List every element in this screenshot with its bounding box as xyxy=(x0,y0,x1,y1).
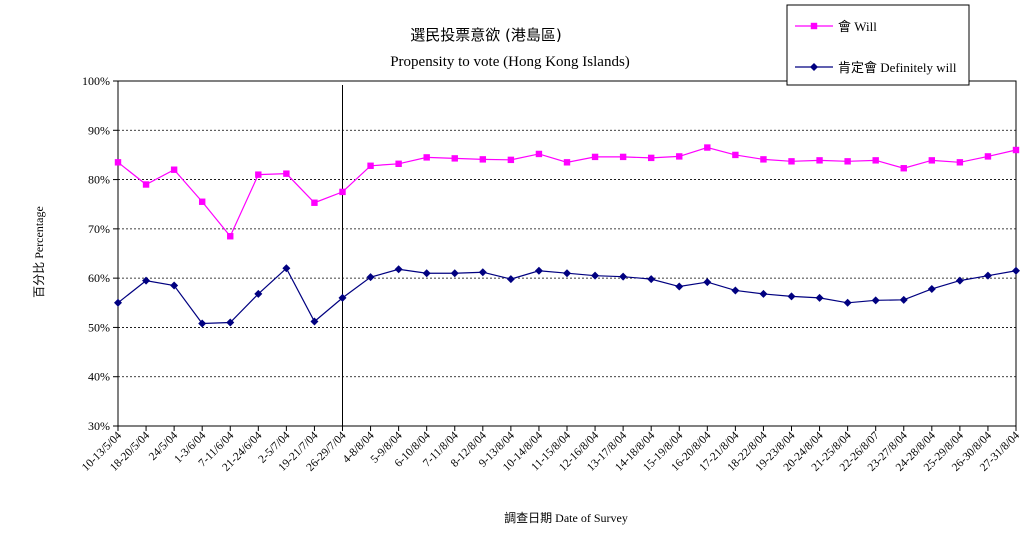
data-point xyxy=(899,295,908,304)
data-point xyxy=(170,166,178,173)
data-point xyxy=(675,282,684,291)
y-tick-label: 30% xyxy=(88,419,110,433)
data-point xyxy=(704,144,711,151)
data-point xyxy=(170,281,179,290)
data-point xyxy=(731,286,740,295)
data-point xyxy=(254,289,263,298)
data-point xyxy=(450,269,459,278)
x-axis-label: 調查日期 Date of Survey xyxy=(504,511,628,525)
data-point xyxy=(535,150,543,158)
data-point xyxy=(563,269,571,278)
data-point xyxy=(843,298,852,307)
gridlines xyxy=(118,80,1016,378)
data-point xyxy=(142,276,151,285)
legend: 會 Will 肯定會 Definitely will xyxy=(786,4,970,86)
data-point xyxy=(198,198,206,205)
data-point xyxy=(311,199,318,206)
plot-frame xyxy=(117,80,1017,427)
data-point xyxy=(114,159,122,166)
data-point xyxy=(927,284,936,293)
data-point xyxy=(422,269,431,278)
y-tick-label: 70% xyxy=(88,222,110,236)
data-point xyxy=(759,289,768,298)
chart-title: 選民投票意欲 (港島區) xyxy=(410,26,561,44)
data-point xyxy=(984,153,992,160)
data-point xyxy=(900,165,907,172)
data-point xyxy=(956,159,964,166)
y-tick-label: 100% xyxy=(82,74,110,88)
data-point xyxy=(227,233,234,240)
data-point xyxy=(788,158,795,165)
data-point xyxy=(983,271,992,280)
data-point xyxy=(871,296,880,305)
data-point xyxy=(423,154,430,161)
data-point xyxy=(872,157,879,164)
data-point xyxy=(676,153,683,160)
data-point xyxy=(816,157,823,164)
data-point xyxy=(1012,266,1020,275)
series-0 xyxy=(114,144,1020,240)
data-point xyxy=(478,268,487,277)
legend-box xyxy=(786,4,970,86)
legend-marker-1 xyxy=(810,63,818,71)
data-point xyxy=(591,271,600,280)
legend-label-1: 肯定會 Definitely will xyxy=(838,60,957,75)
data-point xyxy=(619,153,627,161)
data-point xyxy=(395,160,402,167)
data-point xyxy=(114,298,122,307)
data-point xyxy=(367,162,374,169)
data-point xyxy=(255,171,262,178)
y-axis-label: 百分比 Percentage xyxy=(32,206,46,298)
legend-marker-0 xyxy=(810,22,818,30)
data-point xyxy=(226,318,235,327)
data-point xyxy=(282,264,291,273)
data-point xyxy=(506,275,515,284)
data-point xyxy=(339,188,346,196)
y-tick-label: 40% xyxy=(88,370,110,384)
data-point xyxy=(844,158,851,165)
data-point xyxy=(142,181,150,188)
data-point xyxy=(815,293,824,302)
data-point xyxy=(507,156,515,164)
axes xyxy=(117,80,1017,427)
data-point xyxy=(534,266,543,275)
chart-subtitle: Propensity to vote (Hong Kong Islands) xyxy=(390,54,630,70)
y-tick-label: 60% xyxy=(88,271,110,285)
data-point xyxy=(198,319,207,328)
data-point xyxy=(732,151,739,159)
data-point xyxy=(647,154,655,162)
data-point xyxy=(338,293,347,302)
data-point xyxy=(394,265,403,274)
series-layer xyxy=(114,144,1020,328)
data-point xyxy=(647,275,656,284)
data-point xyxy=(703,278,712,287)
data-point xyxy=(1012,146,1020,154)
data-point xyxy=(451,155,458,162)
series-1 xyxy=(114,264,1020,328)
data-point xyxy=(366,273,375,282)
data-point xyxy=(619,272,628,281)
y-tick-label: 80% xyxy=(88,173,110,187)
x-axis-ticks: 10-13/5/0418-20/5/0424/5/041-3/6/047-11/… xyxy=(80,426,1020,474)
data-point xyxy=(479,156,487,163)
data-point xyxy=(955,276,964,285)
data-point xyxy=(310,317,319,326)
data-point xyxy=(563,159,571,166)
data-point xyxy=(591,153,599,161)
data-point xyxy=(760,156,767,163)
y-axis-ticks: 30% 40% 50% 60% 70% 80% 90% 100% xyxy=(82,74,118,433)
y-tick-label: 50% xyxy=(88,320,110,334)
legend-label-0: 會 Will xyxy=(838,19,877,34)
data-point xyxy=(787,292,796,301)
data-point xyxy=(928,157,936,164)
y-tick-label: 90% xyxy=(88,123,110,137)
data-point xyxy=(283,170,290,177)
